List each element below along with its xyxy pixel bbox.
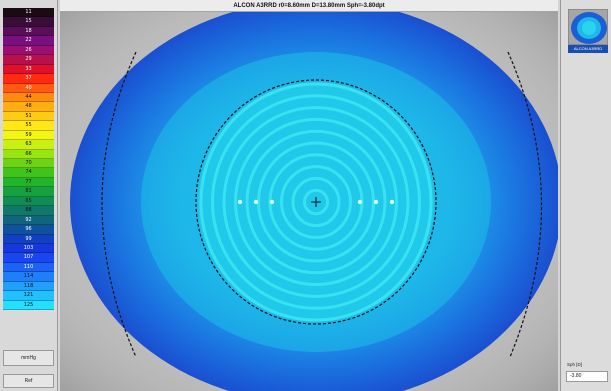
center-dot [373,199,379,205]
scale-swatch: 44 [3,92,54,103]
scale-swatch: 88 [3,206,54,216]
lens-title-bar: ALCON A3RRD r0=8.60mm D=13.80mm Sph=-3.8… [60,0,558,12]
ring [303,188,329,216]
ring [245,129,387,275]
scale-swatch: 85 [3,196,54,207]
ring [211,94,421,310]
optic-zone-dashed-circle [195,79,437,325]
center-dot [237,199,243,205]
center-crosshair-icon [311,197,321,207]
scale-swatch: 74 [3,168,54,178]
center-dot [357,199,363,205]
scale-swatch: 29 [3,55,54,65]
scale-swatch: 110 [3,262,54,273]
thumbnail-canvas [569,10,607,44]
center-dot [389,199,395,205]
scale-swatch: 51 [3,111,54,122]
scale-swatch: 66 [3,149,54,159]
scale-swatch: 26 [3,45,54,56]
reference-button[interactable]: Ref [3,374,54,388]
fluorescein-map[interactable] [60,12,558,391]
scale-swatch: 96 [3,225,54,235]
scale-swatch: 99 [3,234,54,244]
scale-swatch: 11 [3,8,54,18]
ring [291,176,341,228]
map-canvas [60,12,558,391]
center-dot [253,199,259,205]
scale-swatch: 103 [3,243,54,254]
scale-swatch: 18 [3,26,54,37]
ring [222,106,410,298]
scale-swatch: 81 [3,187,54,197]
ring [280,165,352,239]
scale-swatch: 22 [3,36,54,46]
unit-button[interactable]: mmHg [3,350,54,366]
center-dot [269,199,275,205]
scale-swatch: 70 [3,159,54,169]
color-scale-panel: 11 15 18 22 26 29 33 37 40 44 48 51 55 59 63 66 70 74 77 81… [0,0,58,391]
right-dashed-arc [507,51,543,358]
ring [199,82,433,322]
scale-swatch: 55 [3,121,54,131]
scale-swatch: 107 [3,253,54,263]
scale-swatch: 114 [3,272,54,282]
thumbnail-label: ALCON A3RRD [568,45,608,53]
scale-swatch: 59 [3,130,54,141]
ring [257,141,375,263]
color-scale-list: 11 15 18 22 26 29 33 37 40 44 48 51 55 59 63 66 70 74 77 81… [3,8,54,310]
scale-swatch: 77 [3,177,54,188]
sph-input[interactable]: -3.80 [566,371,608,382]
scale-swatch: 33 [3,64,54,75]
left-dashed-arc [101,51,137,358]
scale-swatch: 118 [3,281,54,292]
sph-label: Sph [D] [567,362,583,367]
scale-swatch: 40 [3,83,54,93]
center-dots [237,199,395,205]
scale-swatch: 121 [3,291,54,301]
ring [234,117,398,287]
scale-swatch: 15 [3,17,54,27]
scale-swatch: 125 [3,300,54,310]
lens-thumbnail[interactable] [568,9,608,45]
scale-swatch: 92 [3,215,54,226]
scale-swatch: 37 [3,74,54,84]
scale-swatch: 48 [3,102,54,112]
scale-swatch: 63 [3,140,54,150]
right-panel: ALCON A3RRD Sph [D] -3.80 [560,0,611,391]
